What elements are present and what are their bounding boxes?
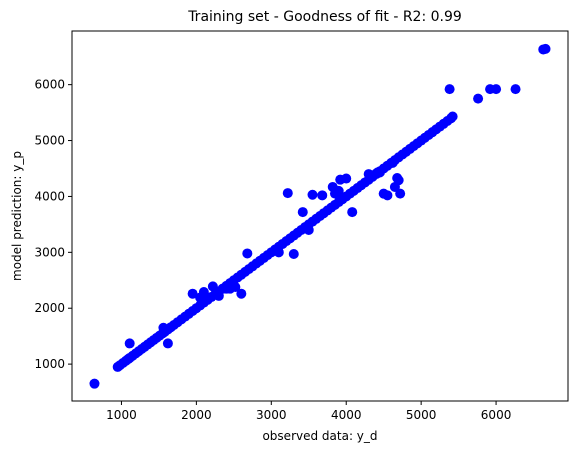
y-tick-label: 4000 [34,189,65,203]
data-point [89,378,100,389]
data-point [395,188,406,199]
plot-frame [71,30,569,402]
x-tick-label: 3000 [256,408,287,422]
data-point [333,185,344,196]
data-point [491,84,502,95]
data-point [195,292,206,303]
data-point [213,290,224,301]
x-tick-label: 5000 [406,408,437,422]
chart-title: Training set - Goodness of fit - R2: 0.9… [187,9,462,25]
data-point [393,175,404,186]
data-point [317,190,328,201]
x-tick-label: 6000 [481,408,512,422]
data-point [363,169,374,180]
x-axis-label: observed data: y_d [262,429,377,443]
data-point [242,248,253,259]
data-point [124,338,135,349]
data-point [444,84,455,95]
data-point [447,111,458,122]
data-point [341,173,352,184]
data-point [382,190,393,201]
data-point [288,249,299,260]
x-tick-label: 4000 [331,408,362,422]
data-point [307,189,318,200]
data-point [473,93,484,104]
points-layer [89,43,551,389]
data-point [236,288,247,299]
y-tick-label: 5000 [34,134,65,148]
y-axis: 1000 2000 3000 4000 5000 6000 [34,78,72,371]
x-axis: 1000 2000 3000 4000 5000 6000 [106,401,511,422]
y-tick-label: 3000 [34,245,65,259]
y-axis-label: model prediction: y_p [10,151,24,281]
x-tick-label: 2000 [181,408,212,422]
data-point [347,207,358,218]
data-point [303,224,314,235]
data-point [187,288,198,299]
data-point [162,338,173,349]
data-point [207,281,218,292]
data-point [297,207,308,218]
data-point [230,281,241,292]
data-point [387,157,398,168]
data-point [273,247,284,258]
data-point [282,188,293,199]
data-point [510,84,521,95]
x-tick-label: 1000 [106,408,137,422]
data-point [158,322,169,333]
y-tick-label: 2000 [34,301,65,315]
data-point [374,167,385,178]
data-point [540,43,551,54]
y-tick-label: 1000 [34,357,65,371]
y-tick-label: 6000 [34,78,65,92]
